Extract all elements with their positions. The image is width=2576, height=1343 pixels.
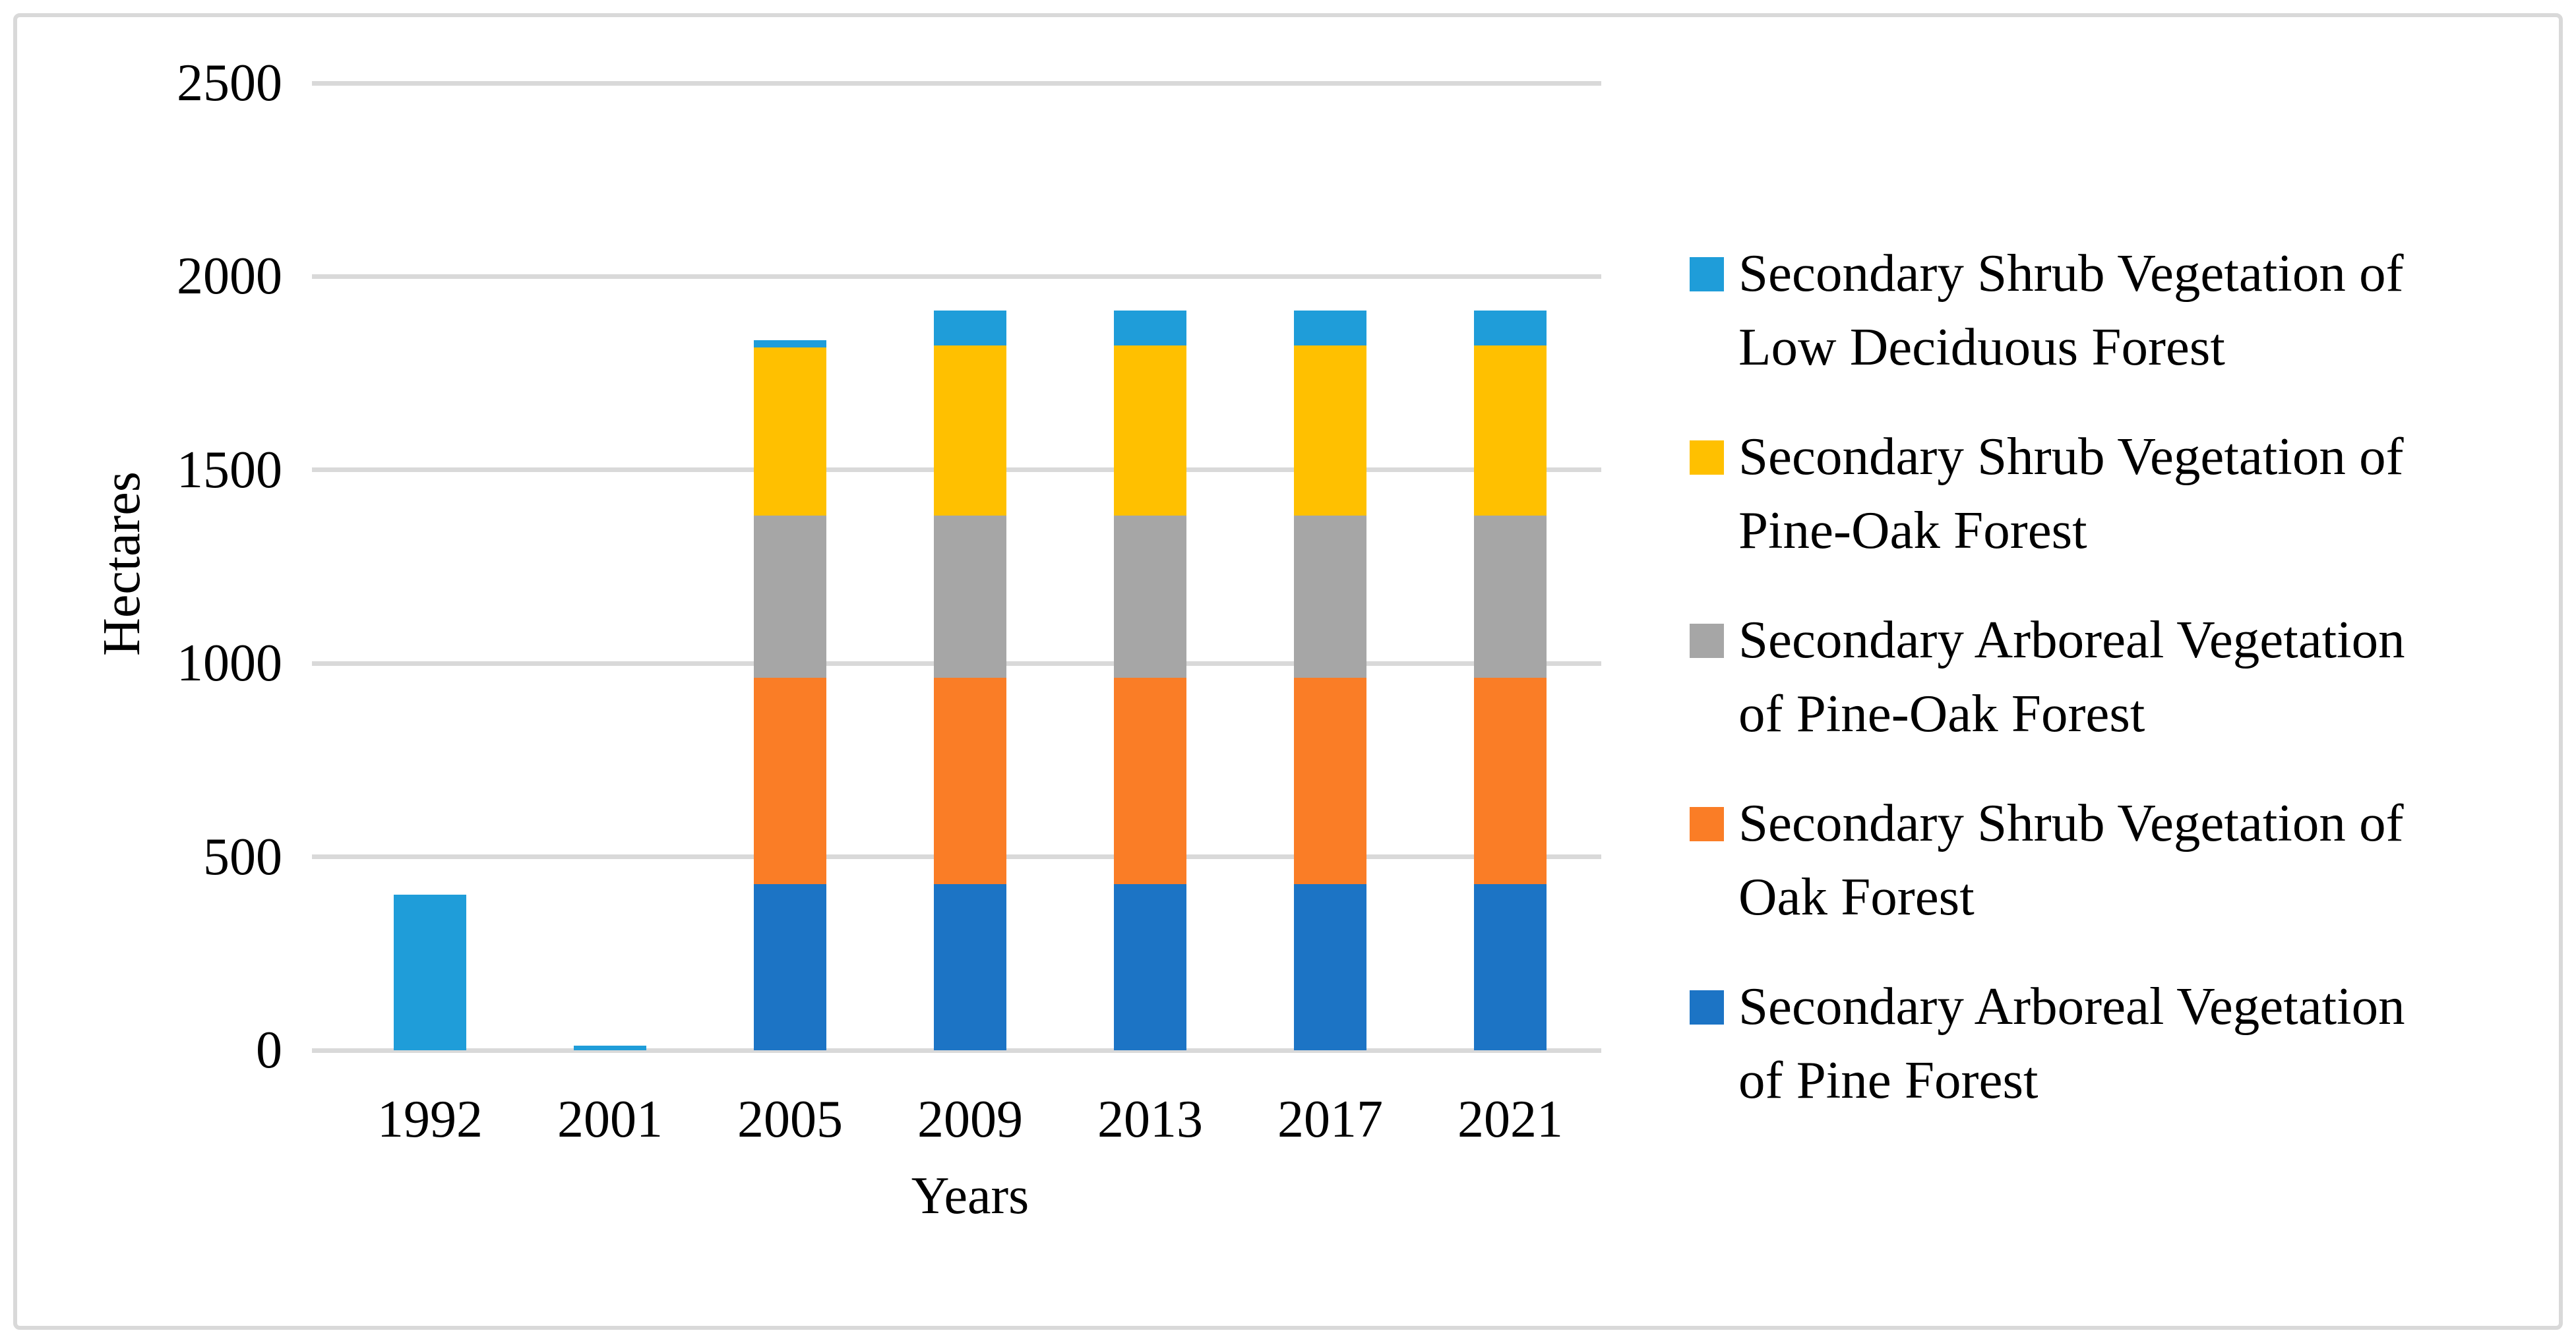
bar-segment-2009 [934, 677, 1006, 884]
bar-segment-2021 [1474, 883, 1547, 1050]
bar-segment-2013 [1114, 311, 1186, 345]
bar-segment-2001 [574, 1045, 646, 1050]
bar-segment-2009 [934, 345, 1006, 516]
gridline [312, 1048, 1601, 1053]
bar-segment-2013 [1114, 345, 1186, 516]
bar-segment-2005 [754, 347, 826, 516]
x-tick-label: 2013 [1097, 1090, 1203, 1149]
x-axis-title: Years [911, 1167, 1029, 1225]
bar-segment-2013 [1114, 677, 1186, 884]
bar-segment-2013 [1114, 516, 1186, 678]
bar-segment-1992 [394, 894, 466, 1050]
bar-segment-2017 [1294, 516, 1366, 678]
legend-label: Secondary Shrub Vegetation of Pine-Oak F… [1738, 427, 2404, 560]
bar-segment-2021 [1474, 516, 1547, 678]
bar-segment-2021 [1474, 311, 1547, 345]
legend-entry: Secondary Shrub Vegetation of Pine-Oak F… [1690, 419, 2554, 567]
bar-segment-2005 [754, 677, 826, 884]
legend-entry: Secondary Shrub Vegetation of Oak Forest [1690, 786, 2554, 934]
x-tick-label: 2009 [917, 1090, 1023, 1149]
bar-segment-2017 [1294, 345, 1366, 516]
legend-swatch-icon [1690, 990, 1724, 1025]
legend-label: Secondary Shrub Vegetation of Oak Forest [1738, 793, 2404, 926]
bar-segment-2009 [934, 516, 1006, 678]
legend-swatch-icon [1690, 807, 1724, 841]
figure-frame [13, 13, 2563, 1330]
bar-segment-2009 [934, 883, 1006, 1050]
x-tick-label: 2001 [557, 1090, 663, 1149]
bar-segment-2017 [1294, 883, 1366, 1050]
legend-label: Secondary Shrub Vegetation of Low Decidu… [1738, 243, 2404, 376]
bar-segment-2021 [1474, 677, 1547, 884]
x-tick-label: 1992 [377, 1090, 483, 1149]
y-tick-label: 500 [203, 827, 282, 886]
gridline [312, 274, 1601, 279]
legend: Secondary Shrub Vegetation of Low Decidu… [1690, 236, 2554, 1152]
bar-segment-2005 [754, 340, 826, 348]
x-tick-label: 2021 [1457, 1090, 1563, 1149]
y-tick-label: 1000 [177, 634, 282, 693]
bar-segment-2017 [1294, 311, 1366, 345]
legend-swatch-icon [1690, 624, 1724, 658]
x-tick-label: 2017 [1277, 1090, 1383, 1149]
bar-segment-2009 [934, 311, 1006, 345]
legend-entry: Secondary Shrub Vegetation of Low Decidu… [1690, 236, 2554, 384]
bar-segment-2017 [1294, 677, 1366, 884]
legend-entry: Secondary Arboreal Vegetation of Pine-Oa… [1690, 603, 2554, 750]
y-axis-title: Hectares [93, 471, 151, 656]
legend-label: Secondary Arboreal Vegetation of Pine-Oa… [1738, 610, 2405, 743]
y-tick-label: 0 [256, 1021, 282, 1079]
bar-segment-2005 [754, 516, 826, 678]
legend-swatch-icon [1690, 440, 1724, 475]
y-tick-label: 2000 [177, 247, 282, 306]
bar-segment-2021 [1474, 345, 1547, 516]
x-tick-label: 2005 [737, 1090, 843, 1149]
legend-swatch-icon [1690, 257, 1724, 291]
y-tick-label: 1500 [177, 440, 282, 499]
y-tick-label: 2500 [177, 54, 282, 112]
bar-segment-2013 [1114, 883, 1186, 1050]
legend-entry: Secondary Arboreal Vegetation of Pine Fo… [1690, 969, 2554, 1117]
gridline [312, 80, 1601, 86]
legend-label: Secondary Arboreal Vegetation of Pine Fo… [1738, 976, 2405, 1110]
bar-segment-2005 [754, 883, 826, 1050]
